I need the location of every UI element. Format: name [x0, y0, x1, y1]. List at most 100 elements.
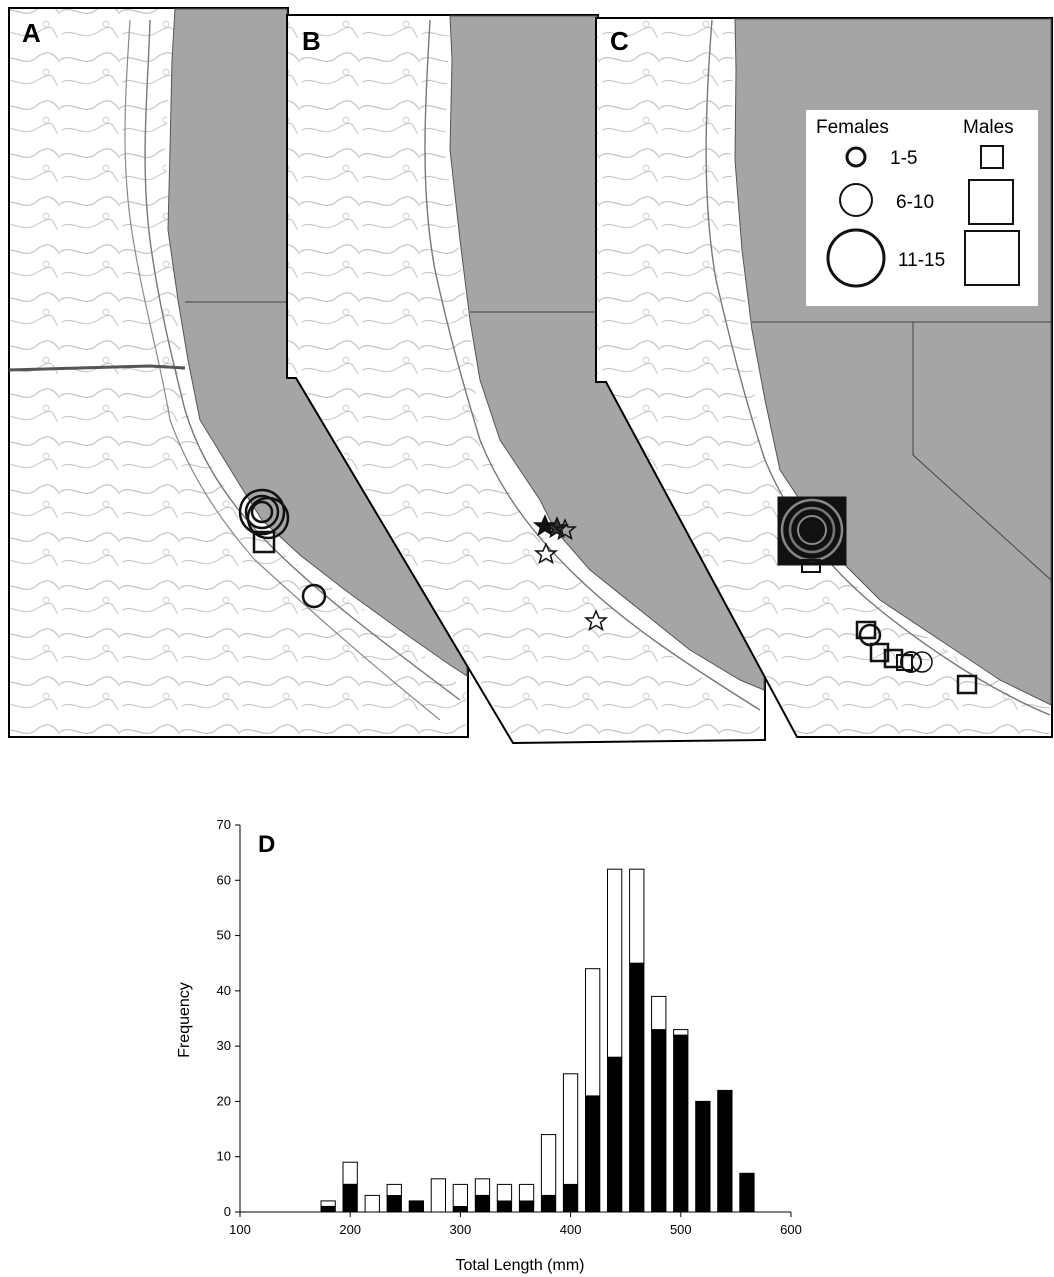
bar-200-series-1 [342, 1161, 358, 1185]
legend-females-heading: Females [816, 117, 889, 138]
bar-240-series-0 [386, 1194, 402, 1213]
y-tick-label: 30 [217, 1038, 231, 1053]
female-marker [250, 500, 274, 524]
bar-420-series-0 [585, 1095, 601, 1213]
bar-300-series-0 [452, 1206, 469, 1213]
bar-300-series-1 [452, 1183, 469, 1208]
bar-400-series-0 [562, 1183, 579, 1213]
bar-380-series-0 [540, 1194, 557, 1213]
panel-a-label: A [22, 18, 41, 48]
x-tick-label: 100 [229, 1222, 251, 1237]
bar-520-series-0 [695, 1100, 711, 1213]
panel-c-markers [777, 496, 978, 695]
bar-380-series-1 [540, 1134, 557, 1196]
legend-range-1: 1-5 [890, 148, 917, 169]
male-marker [801, 559, 821, 573]
legend-box [806, 110, 1038, 306]
y-axis-title: Frequency [176, 982, 193, 1058]
bar-500-series-1 [673, 1029, 689, 1036]
bar-220-series-1 [364, 1194, 380, 1213]
bar-360-series-0 [518, 1200, 535, 1213]
bar-180-series-1 [320, 1200, 336, 1207]
x-tick-label: 500 [670, 1222, 692, 1237]
legend-female-large-icon [826, 228, 886, 288]
y-axis-ticks: 0 10 20 30 40 50 60 70 [217, 817, 240, 1219]
bar-260-series-0 [408, 1200, 425, 1213]
bar-180-series-0 [320, 1206, 336, 1213]
x-axis-ticks: 100 200 300 400 500 600 [229, 1212, 802, 1237]
star-marker [583, 609, 609, 632]
bar-340-series-1 [496, 1183, 513, 1202]
legend-female-medium-icon [839, 183, 873, 217]
bar-460-series-1 [629, 868, 645, 964]
legend-male-large-icon [964, 230, 1020, 286]
female-marker [797, 515, 827, 545]
legend-range-3: 11-15 [898, 250, 945, 271]
bar-group [320, 868, 755, 1213]
male-marker [869, 642, 890, 663]
y-tick-label: 20 [217, 1093, 231, 1108]
bar-240-series-1 [386, 1183, 402, 1197]
bar-320-series-0 [474, 1194, 491, 1213]
chart-panel-label: D [258, 831, 275, 858]
y-tick-label: 10 [217, 1149, 231, 1164]
female-marker [246, 496, 290, 540]
bar-320-series-1 [474, 1178, 491, 1196]
legend-male-small-icon [980, 145, 1004, 169]
panel-a-shelf-contour [144, 19, 461, 701]
male-marker [252, 530, 276, 554]
female-marker [788, 506, 836, 554]
bar-400-series-1 [562, 1073, 579, 1185]
legend-female-small-icon [845, 146, 867, 168]
star-marker [533, 542, 559, 565]
panel-c-label: C [610, 26, 629, 56]
bar-200-series-0 [342, 1183, 358, 1213]
x-axis-title: Total Length (mm) [456, 1257, 585, 1274]
female-marker [301, 583, 327, 609]
panel-b-shelf-contour [424, 19, 761, 711]
bar-360-series-1 [518, 1183, 535, 1202]
panel-a-markers [238, 488, 327, 609]
female-marker [911, 651, 933, 673]
legend-males-heading: Males [963, 117, 1014, 138]
female-marker [900, 651, 922, 673]
bar-420-series-1 [585, 968, 601, 1097]
x-tick-label: 600 [780, 1222, 802, 1237]
y-tick-label: 40 [217, 983, 231, 998]
legend: Females Males 1-5 6-10 11-15 [806, 110, 1038, 306]
x-tick-label: 400 [560, 1222, 582, 1237]
x-tick-label: 200 [339, 1222, 361, 1237]
y-tick-label: 0 [224, 1204, 231, 1219]
x-tick-label: 300 [450, 1222, 472, 1237]
bar-440-series-0 [607, 1056, 623, 1213]
map-panels: A B Females Males 1 [8, 7, 1053, 745]
male-marker [956, 674, 978, 695]
star-marker [532, 514, 558, 537]
panel-b-label: B [302, 26, 321, 56]
male-marker [855, 620, 877, 640]
bar-540-series-0 [717, 1089, 733, 1213]
bar-560-series-0 [739, 1172, 755, 1213]
star-marker [552, 518, 578, 541]
legend-male-medium-icon [968, 179, 1014, 225]
y-tick-label: 60 [217, 872, 231, 887]
female-marker [244, 494, 280, 530]
bar-480-series-1 [651, 995, 667, 1031]
panel-b-ocean-contours [288, 16, 760, 740]
panel-a-ocean-contours [10, 9, 466, 736]
bar-340-series-0 [496, 1200, 513, 1213]
panel-a-inset-seam [8, 364, 186, 372]
panel-a-shelf-contour-2 [124, 19, 441, 721]
panel-c-ocean-contours [597, 19, 1050, 736]
female-marker [238, 488, 286, 536]
y-tick-label: 50 [217, 928, 231, 943]
map-panel-c: Females Males 1-5 6-10 11-15 [595, 17, 1053, 738]
panel-c-shelf-contour [705, 19, 1051, 716]
bar-440-series-1 [607, 868, 623, 1058]
bar-280-series-1 [430, 1178, 447, 1213]
bar-480-series-0 [651, 1029, 667, 1213]
y-tick-label: 70 [217, 817, 231, 832]
panel-b-markers [532, 514, 609, 632]
bar-500-series-0 [673, 1034, 689, 1213]
